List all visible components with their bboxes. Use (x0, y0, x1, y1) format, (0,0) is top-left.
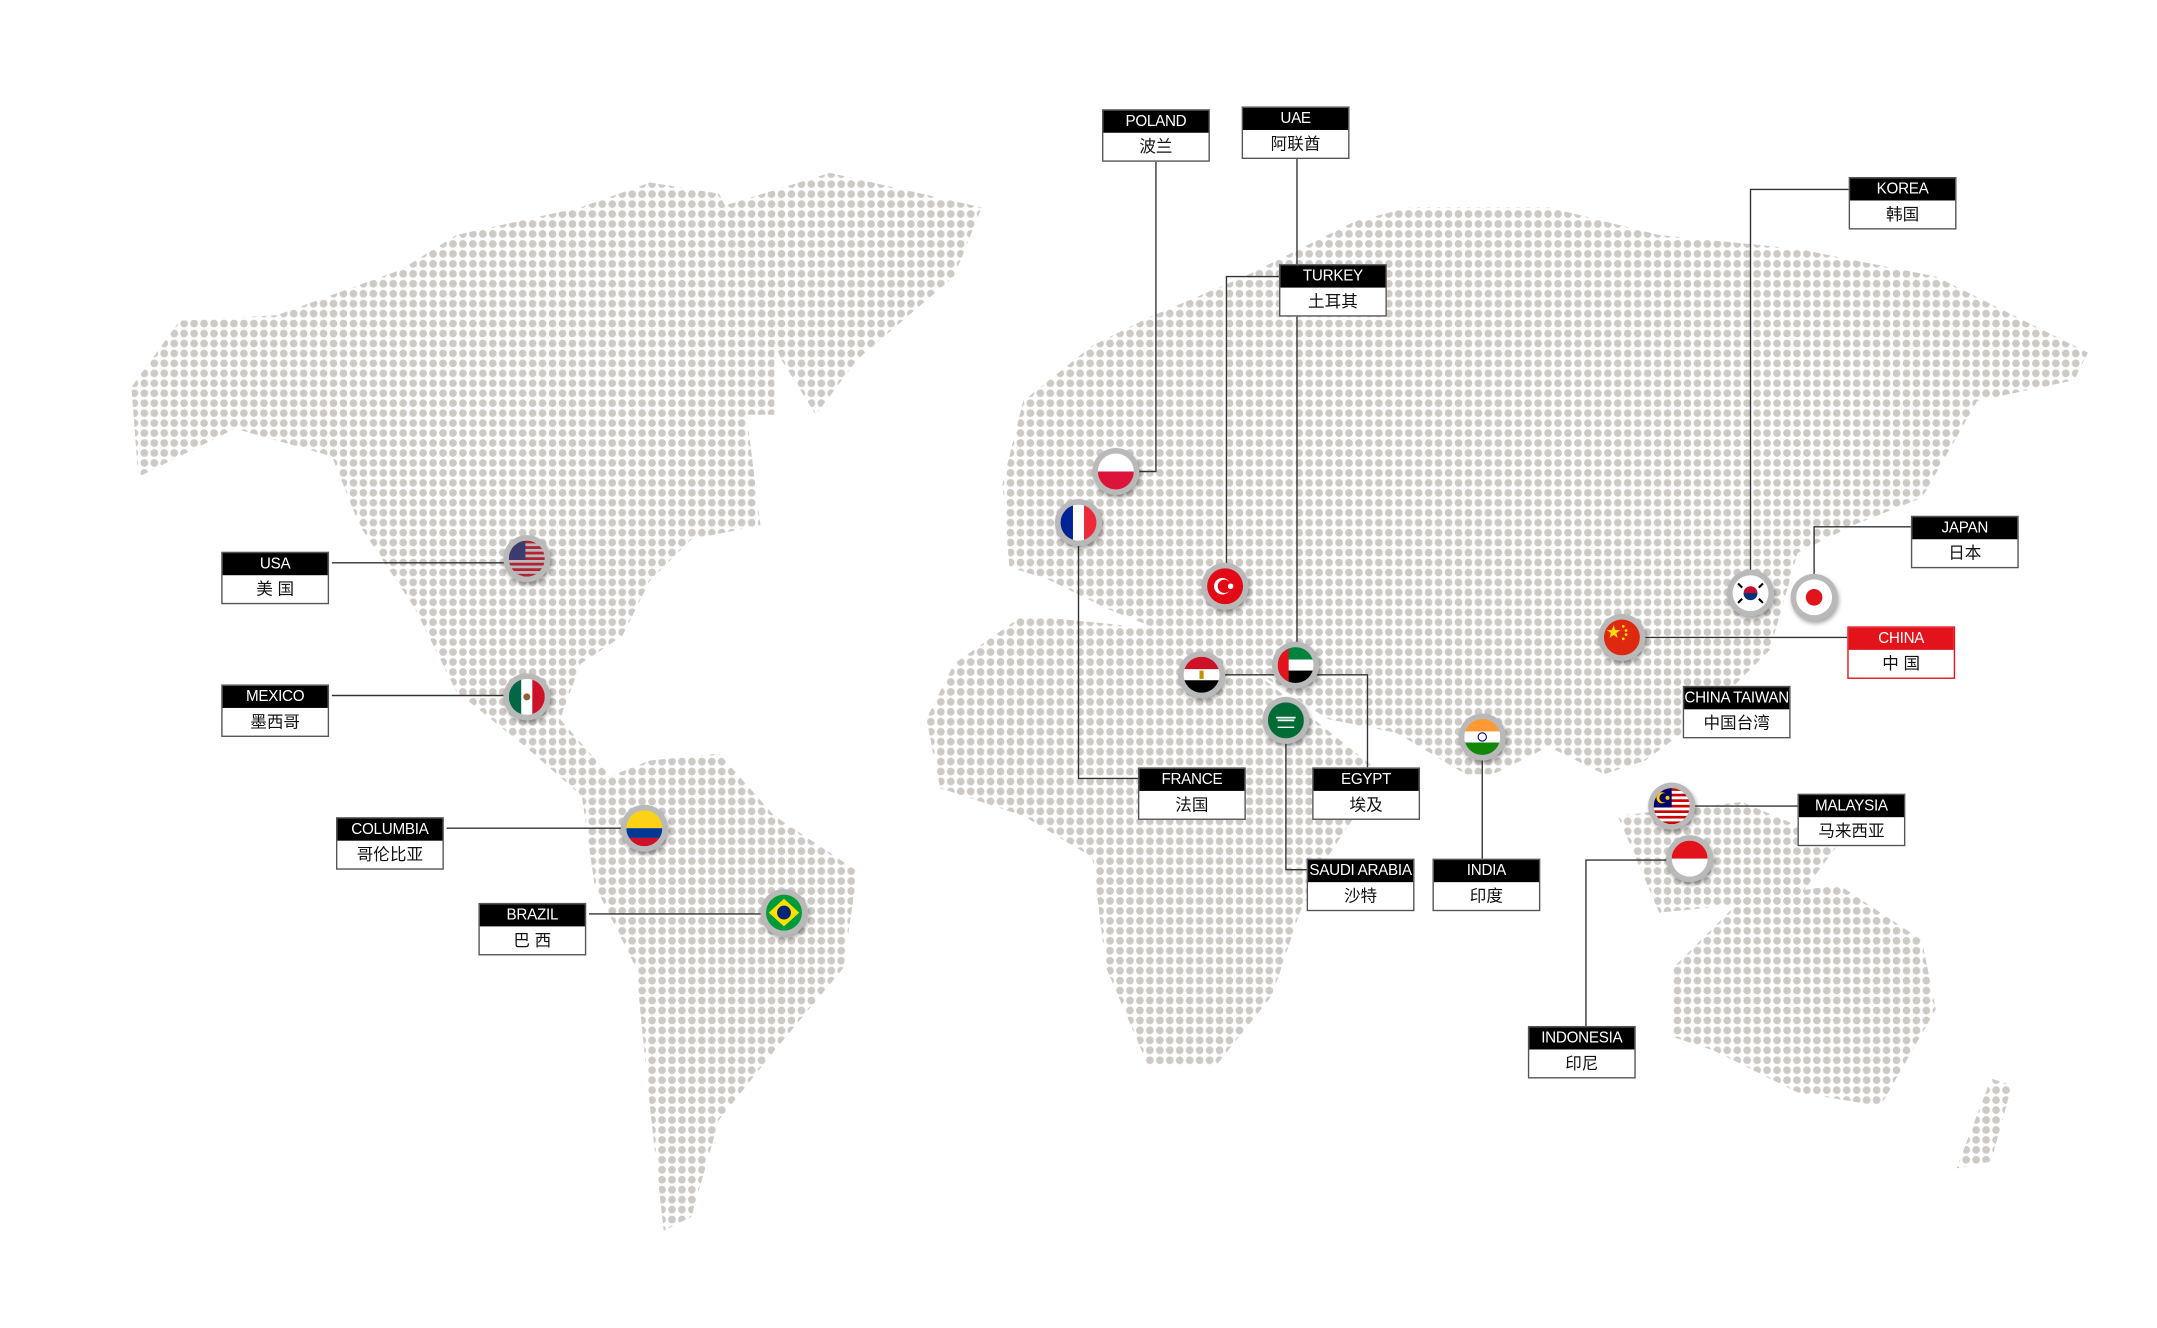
label-mexico: MEXICO 墨西哥 (221, 684, 330, 737)
indonesia-flag-icon (1666, 835, 1714, 883)
label-india: INDIA 印度 (1432, 858, 1541, 912)
north-america (131, 182, 775, 796)
label-china: CHINA 中 国 (1847, 626, 1956, 679)
eurasia (1002, 207, 2088, 775)
china-flag-icon (1598, 613, 1646, 661)
country-name-en: EGYPT (1313, 768, 1419, 791)
new-zealand (1956, 1078, 2012, 1169)
france-flag-icon (1055, 499, 1103, 547)
poland-flag-icon (1092, 447, 1140, 496)
label-poland: POLAND 波兰 (1102, 109, 1210, 162)
malaysia-flag-icon (1648, 782, 1696, 830)
southeast-asia-islands (1617, 801, 1839, 913)
label-indonesia: INDONESIA 印尼 (1527, 1025, 1636, 1079)
country-name-cn: 美 国 (256, 579, 295, 599)
egypt-flag-icon (1178, 651, 1226, 699)
label-turkey: TURKEY 土耳其 (1278, 264, 1387, 317)
country-name-cn: 日本 (1948, 543, 1982, 563)
country-name-en: CHINA TAIWAN (1684, 687, 1789, 710)
country-name-en: FRANCE (1139, 768, 1245, 791)
country-name-cn: 马来西亚 (1818, 821, 1885, 841)
country-name-en: POLAND (1103, 110, 1209, 133)
country-name-en: BRAZIL (479, 904, 585, 927)
country-name-en: KOREA (1850, 178, 1956, 201)
country-name-cn: 印度 (1469, 886, 1503, 906)
label-uae: UAE 阿联酋 (1241, 106, 1350, 160)
country-name-en: INDONESIA (1529, 1027, 1635, 1050)
country-name-en: INDIA (1433, 860, 1539, 883)
country-name-en: USA (222, 553, 328, 576)
country-name-cn: 沙特 (1343, 886, 1378, 906)
country-name-en: CHINA (1848, 627, 1954, 650)
label-egypt: EGYPT 埃及 (1312, 767, 1421, 820)
country-name-en: JAPAN (1912, 517, 2018, 540)
country-name-en: MALAYSIA (1798, 795, 1904, 818)
country-name-cn: 波兰 (1139, 136, 1173, 157)
label-brazil: BRAZIL 巴 西 (478, 902, 587, 956)
country-name-cn: 法国 (1175, 795, 1209, 815)
label-china-taiwan: CHINA TAIWAN 中国台湾 (1682, 685, 1791, 739)
korea-flag-icon (1726, 569, 1775, 617)
label-korea: KOREA 韩国 (1848, 176, 1957, 230)
country-name-cn: 埃及 (1349, 795, 1383, 815)
label-france: FRANCE 法国 (1137, 767, 1246, 820)
usa-flag-icon (503, 535, 551, 583)
country-name-cn: 韩国 (1885, 204, 1920, 224)
country-name-cn: 哥伦比亚 (356, 844, 424, 865)
country-name-cn: 阿联酋 (1270, 134, 1321, 154)
country-name-en: SAUDI ARABIA (1308, 860, 1414, 883)
turkey-flag-icon (1201, 562, 1249, 610)
label-usa: USA 美 国 (221, 551, 330, 605)
label-malaysia: MALAYSIA 马来西亚 (1797, 793, 1906, 847)
country-name-cn: 印尼 (1565, 1053, 1599, 1073)
south-america (580, 753, 858, 1231)
mexico-flag-icon (503, 673, 551, 721)
country-name-en: UAE (1243, 107, 1349, 130)
brazil-flag-icon (760, 889, 808, 937)
label-japan: JAPAN 日本 (1910, 515, 2019, 569)
greenland (719, 172, 982, 415)
country-name-cn: 土耳其 (1308, 291, 1358, 312)
uae-flag-icon (1272, 641, 1320, 689)
country-name-cn: 墨西哥 (250, 712, 301, 732)
country-name-cn: 中国台湾 (1703, 713, 1770, 733)
label-columbia: COLUMBIA 哥伦比亚 (335, 817, 444, 870)
colombia-flag-icon (620, 804, 668, 852)
saudi-arabia-flag-icon (1262, 696, 1310, 744)
country-name-en: COLUMBIA (337, 818, 443, 841)
label-saudi-arabia: SAUDI ARABIA 沙特 (1306, 858, 1415, 912)
country-name-en: MEXICO (222, 685, 328, 708)
country-name-cn: 巴 西 (513, 930, 552, 950)
japan-flag-icon (1790, 573, 1838, 621)
country-name-en: TURKEY (1280, 265, 1386, 288)
australia (1673, 884, 1936, 1107)
country-name-cn: 中 国 (1882, 654, 1921, 674)
india-flag-icon (1458, 713, 1506, 761)
connector-lines (331, 159, 1911, 1026)
